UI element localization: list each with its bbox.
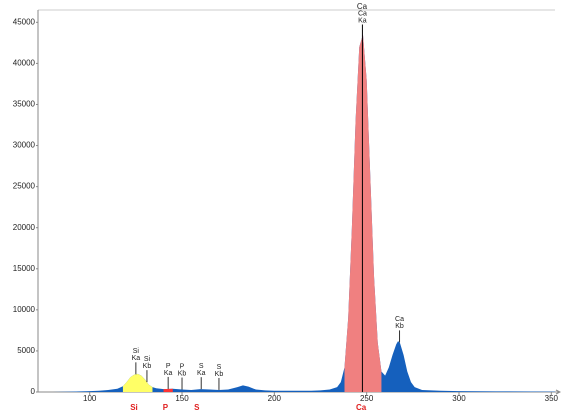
line-name: Ka [358,17,367,24]
y-tick-label: 10000 [13,305,36,314]
line-element: P [166,363,171,370]
line-name: Ka [197,370,206,377]
line-element: Ca [395,316,404,323]
line-element: P [180,363,185,370]
line-element: Si [144,356,151,363]
element-label: Ca [356,403,367,412]
x-tick-label: 200 [268,394,282,403]
axis-arrow [555,389,561,395]
x-tick-label: 300 [452,394,466,403]
y-tick-label: 0 [31,387,36,396]
y-tick-label: 20000 [13,223,36,232]
element-region [163,388,173,392]
element-label: P [163,403,169,412]
element-label: Si [130,403,138,412]
y-tick-label: 45000 [13,17,36,26]
x-tick-label: 250 [360,394,374,403]
element-region [344,34,382,392]
line-element: S [217,364,222,371]
line-name: Ka [132,355,141,362]
y-tick-label: 25000 [13,182,36,191]
y-tick-label: 40000 [13,59,36,68]
line-element: Ca [358,10,367,17]
element-label: S [194,403,200,412]
line-name: Kb [178,370,187,377]
x-tick-label: 100 [83,394,97,403]
chart-title: Ca [357,2,368,11]
line-name: Kb [143,363,152,370]
line-name: Kb [215,371,224,378]
y-tick-label: 5000 [17,346,35,355]
line-name: Kb [395,323,404,330]
x-tick-label: 150 [175,394,189,403]
y-tick-label: 30000 [13,141,36,150]
line-name: Ka [164,370,173,377]
element-region [122,373,153,392]
y-tick-label: 15000 [13,264,36,273]
line-element: Si [133,348,140,355]
line-element: S [199,363,204,370]
x-tick-label: 350 [545,394,559,403]
y-tick-label: 35000 [13,100,36,109]
